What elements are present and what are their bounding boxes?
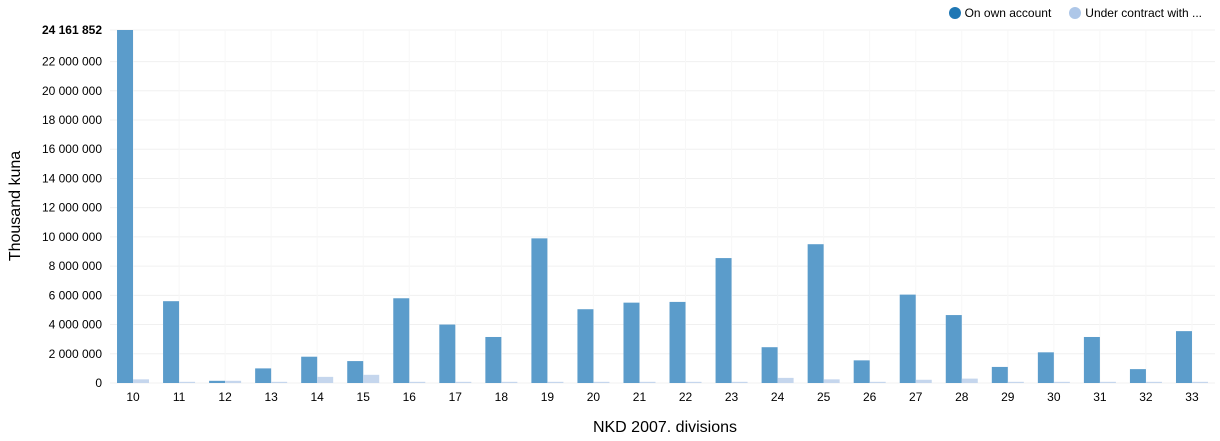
y-tick-label: 22 000 000 bbox=[42, 55, 102, 69]
y-tick-label: 14 000 000 bbox=[42, 171, 102, 185]
y-tick-label: 18 000 000 bbox=[42, 113, 102, 127]
bar-under-contract[interactable] bbox=[1145, 381, 1162, 383]
x-tick-label: 29 bbox=[1001, 390, 1015, 404]
x-tick-label: 21 bbox=[633, 390, 647, 404]
bar-under-contract[interactable] bbox=[961, 378, 978, 383]
x-tick-label: 28 bbox=[955, 390, 969, 404]
bar-under-contract[interactable] bbox=[823, 379, 840, 383]
y-tick-label: 24 161 852 bbox=[42, 23, 102, 37]
y-tick-label: 6 000 000 bbox=[49, 288, 103, 302]
legend-label-own: On own account bbox=[964, 6, 1052, 20]
x-tick-label: 26 bbox=[863, 390, 877, 404]
y-tick-label: 10 000 000 bbox=[42, 230, 102, 244]
bar-own-account[interactable] bbox=[1129, 369, 1146, 383]
x-tick-label: 19 bbox=[541, 390, 555, 404]
bar-own-account[interactable] bbox=[1175, 331, 1192, 383]
x-tick-label: 18 bbox=[495, 390, 509, 404]
bar-under-contract[interactable] bbox=[455, 381, 472, 383]
x-tick-label: 25 bbox=[817, 390, 831, 404]
bars-layer bbox=[117, 30, 1208, 383]
x-tick-label: 32 bbox=[1139, 390, 1153, 404]
bar-own-account[interactable] bbox=[117, 30, 134, 383]
y-tick-label: 20 000 000 bbox=[42, 84, 102, 98]
bar-under-contract[interactable] bbox=[317, 376, 334, 383]
y-axis: 0 2 000 000 4 000 000 6 000 000 8 000 000 10 … bbox=[42, 23, 102, 390]
x-tick-label: 24 bbox=[771, 390, 785, 404]
bar-own-account[interactable] bbox=[485, 336, 502, 383]
bar-own-account[interactable] bbox=[577, 309, 594, 383]
bar-own-account[interactable] bbox=[807, 244, 824, 383]
y-tick-label: 12 000 000 bbox=[42, 201, 102, 215]
x-tick-label: 11 bbox=[173, 390, 186, 404]
bar-under-contract[interactable] bbox=[501, 381, 518, 383]
bar-own-account[interactable] bbox=[531, 238, 548, 383]
x-axis-label: NKD 2007. divisions bbox=[593, 419, 737, 436]
bar-under-contract[interactable] bbox=[869, 381, 886, 383]
bar-under-contract[interactable] bbox=[363, 374, 380, 383]
y-tick-label: 8 000 000 bbox=[49, 259, 103, 273]
bar-own-account[interactable] bbox=[945, 315, 962, 383]
x-tick-label: 15 bbox=[357, 390, 371, 404]
bar-under-contract[interactable] bbox=[1053, 381, 1070, 383]
x-tick-label: 12 bbox=[218, 390, 232, 404]
bar-own-account[interactable] bbox=[1037, 352, 1054, 383]
bar-own-account[interactable] bbox=[991, 366, 1008, 383]
bar-own-account[interactable] bbox=[899, 294, 916, 383]
bar-own-account[interactable] bbox=[761, 347, 778, 383]
x-tick-label: 33 bbox=[1185, 390, 1199, 404]
legend-dot-own-icon bbox=[948, 7, 961, 19]
bar-under-contract[interactable] bbox=[271, 381, 288, 383]
bar-under-contract[interactable] bbox=[547, 381, 564, 383]
legend-item-own[interactable]: On own account bbox=[948, 6, 1052, 20]
bar-under-contract[interactable] bbox=[179, 381, 196, 383]
x-tick-label: 22 bbox=[679, 390, 693, 404]
bar-under-contract[interactable] bbox=[1191, 381, 1208, 383]
bar-own-account[interactable] bbox=[1083, 336, 1100, 383]
bar-own-account[interactable] bbox=[301, 356, 318, 383]
bar-own-account[interactable] bbox=[623, 302, 640, 383]
bar-under-contract[interactable] bbox=[1099, 381, 1116, 383]
x-tick-label: 30 bbox=[1047, 390, 1061, 404]
bar-own-account[interactable] bbox=[715, 258, 732, 383]
bar-own-account[interactable] bbox=[209, 380, 226, 383]
x-axis: 10 11 12 13 14 15 16 17 18 19 20 21 22 23 24 25 26 27 28 29… bbox=[126, 390, 1199, 404]
bar-own-account[interactable] bbox=[439, 324, 456, 383]
legend: On own account Under contract with ... bbox=[948, 6, 1202, 20]
bar-own-account[interactable] bbox=[393, 298, 410, 383]
bar-own-account[interactable] bbox=[669, 301, 686, 383]
x-tick-label: 10 bbox=[126, 390, 140, 404]
bar-under-contract[interactable] bbox=[593, 381, 610, 383]
bar-under-contract[interactable] bbox=[409, 381, 426, 383]
bar-under-contract[interactable] bbox=[225, 380, 242, 383]
x-tick-label: 20 bbox=[587, 390, 601, 404]
x-tick-label: 27 bbox=[909, 390, 923, 404]
bar-own-account[interactable] bbox=[347, 361, 364, 383]
grid-layer bbox=[110, 29, 1215, 384]
y-axis-label: Thousand kuna bbox=[7, 151, 24, 261]
y-tick-label: 0 bbox=[95, 376, 102, 390]
bar-under-contract[interactable] bbox=[685, 381, 702, 383]
legend-dot-contract-icon bbox=[1069, 7, 1082, 19]
x-tick-label: 13 bbox=[264, 390, 278, 404]
bar-under-contract[interactable] bbox=[1007, 381, 1024, 383]
x-tick-label: 17 bbox=[449, 390, 463, 404]
legend-item-contract[interactable]: Under contract with ... bbox=[1069, 6, 1202, 20]
x-tick-label: 14 bbox=[311, 390, 325, 404]
bar-under-contract[interactable] bbox=[133, 379, 150, 383]
bar-under-contract[interactable] bbox=[915, 379, 932, 383]
bar-own-account[interactable] bbox=[255, 368, 272, 383]
x-tick-label: 31 bbox=[1093, 390, 1107, 404]
bar-under-contract[interactable] bbox=[639, 381, 656, 383]
bar-own-account[interactable] bbox=[853, 360, 870, 383]
y-tick-label: 16 000 000 bbox=[42, 142, 102, 156]
y-tick-label: 4 000 000 bbox=[49, 318, 103, 332]
x-tick-label: 23 bbox=[725, 390, 739, 404]
y-tick-label: 2 000 000 bbox=[49, 347, 103, 361]
x-tick-label: 16 bbox=[403, 390, 417, 404]
legend-label-contract: Under contract with ... bbox=[1085, 6, 1202, 20]
bar-under-contract[interactable] bbox=[731, 381, 748, 383]
bar-under-contract[interactable] bbox=[777, 377, 794, 383]
bar-own-account[interactable] bbox=[163, 301, 180, 383]
